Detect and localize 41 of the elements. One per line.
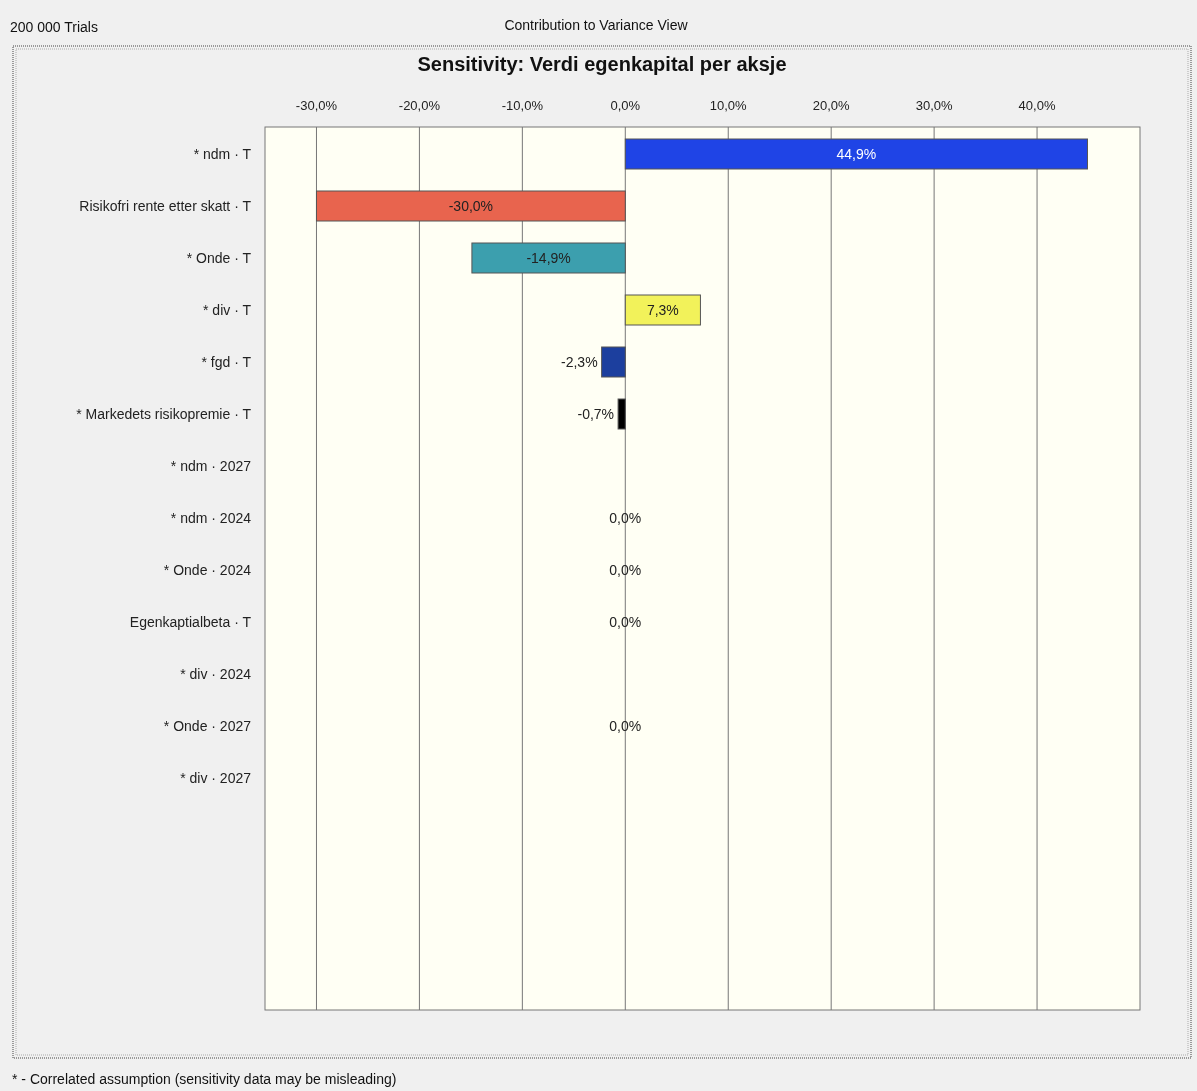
text: * - Correlated assumption (sensitivity data may be misleading) (12, 1071, 397, 1087)
bar (601, 346, 626, 378)
data-label: -2,3% (561, 354, 598, 370)
y-tick-label: Egenkaptialbeta · T (129, 614, 252, 630)
bar (315, 190, 626, 222)
y-tick-label: * ndm · T (193, 146, 252, 162)
data-label: 0,0% (609, 510, 642, 526)
y-tick-label: * ndm · 2027 (170, 458, 252, 474)
y-tick-label: * Markedets risikopremie · T (76, 406, 252, 422)
data-label: 0,0% (609, 614, 642, 630)
y-tick-label: * fgd · T (201, 354, 252, 370)
y-tick-label: * Onde · 2024 (163, 562, 252, 578)
x-tick-label: -10,0% (501, 98, 544, 113)
x-tick-label: 20,0% (812, 98, 851, 113)
data-label: 7,3% (646, 302, 679, 318)
data-label: 44,9% (836, 146, 877, 162)
bar (624, 138, 1088, 170)
y-tick-label: * div · T (203, 302, 252, 318)
data-label: 0,0% (609, 562, 642, 578)
bar (471, 242, 626, 274)
bar (617, 398, 626, 430)
chart-subtitle: Contribution to Variance View (504, 17, 689, 33)
x-tick-label: 10,0% (709, 98, 748, 113)
x-tick-label: -20,0% (398, 98, 441, 113)
y-tick-label: * Onde · 2027 (163, 718, 252, 734)
chart-title: Sensitivity: Verdi egenkapital per aksje (417, 53, 787, 75)
y-tick-label: * ndm · 2024 (170, 510, 252, 526)
y-tick-label: * div · 2024 (180, 666, 252, 682)
data-label: -30,0% (448, 198, 494, 214)
x-tick-label: -30,0% (295, 98, 338, 113)
data-label: -0,7% (577, 406, 615, 422)
data-label: 0,0% (609, 718, 642, 734)
x-tick-label: 30,0% (915, 98, 953, 113)
y-tick-label: * Onde · T (186, 250, 252, 266)
x-tick-label: 40,0% (1018, 98, 1056, 113)
x-tick-label: 0,0% (610, 98, 641, 113)
y-tick-label: Risikofri rente etter skatt · T (79, 198, 252, 214)
bar (624, 294, 701, 326)
text: 200 000 Trials (10, 19, 98, 35)
y-tick-label: * div · 2027 (180, 770, 252, 786)
data-label: -14,9% (526, 250, 571, 266)
